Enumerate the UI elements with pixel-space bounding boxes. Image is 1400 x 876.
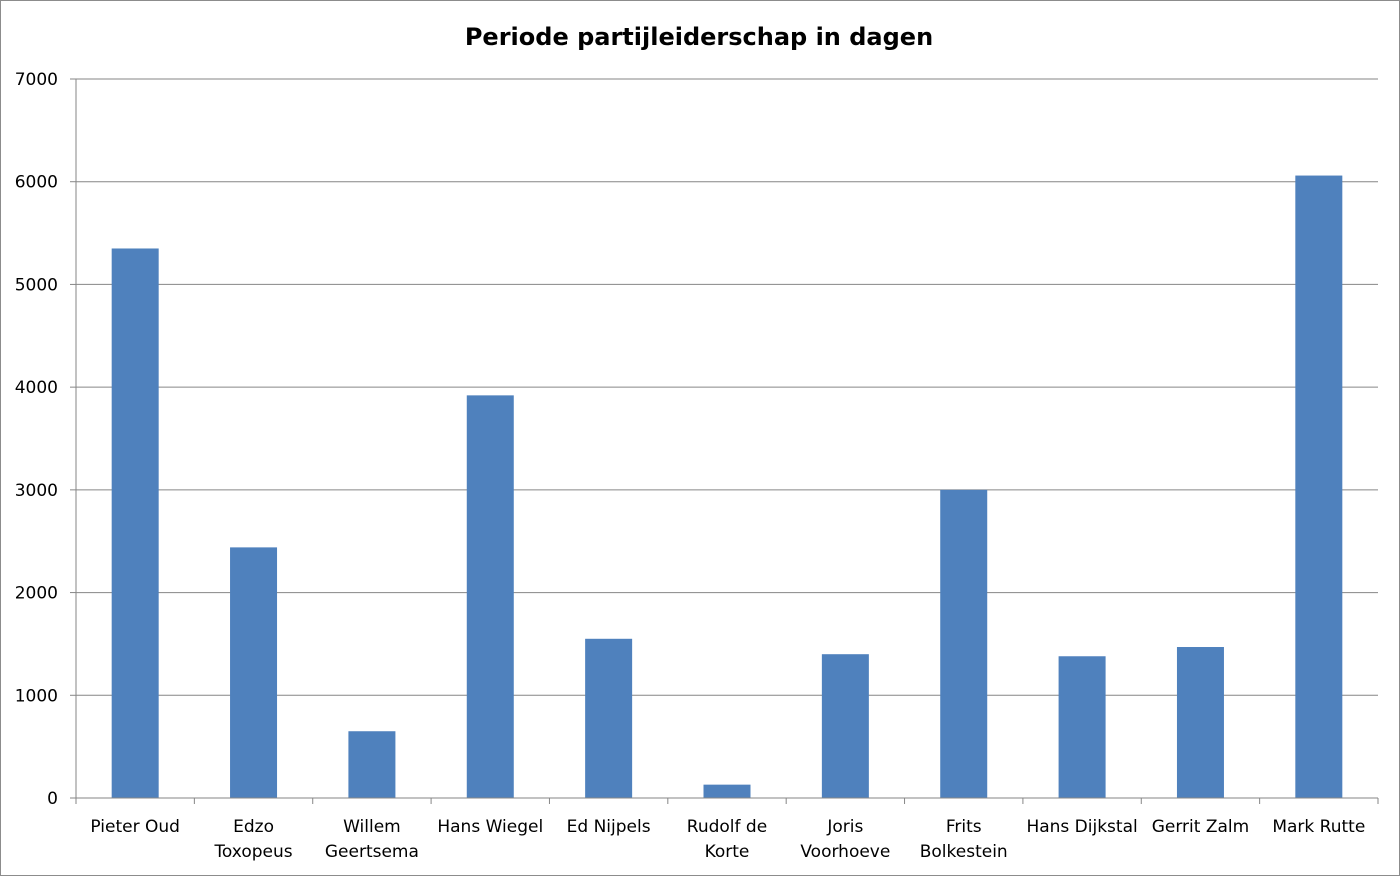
x-tick-label-line: Edzo — [233, 817, 274, 837]
bar — [821, 654, 869, 798]
x-tick-label: Gerrit Zalm — [1152, 817, 1249, 837]
x-tick-label-line: Willem — [343, 817, 401, 837]
x-tick-label-line: Pieter Oud — [90, 817, 180, 837]
x-tick-label: Hans Dijkstal — [1026, 817, 1137, 837]
bar — [585, 638, 633, 798]
chart-title: Periode partijleiderschap in dagen — [465, 23, 933, 51]
x-tick-label-line: Toxopeus — [213, 842, 292, 862]
x-tick-label-line: Hans Dijkstal — [1026, 817, 1137, 837]
y-tick-label: 1000 — [15, 686, 58, 706]
bar — [230, 547, 278, 798]
bar — [348, 731, 396, 798]
y-tick-label: 2000 — [15, 584, 58, 604]
x-tick-label: Frits Bolkestein — [920, 817, 1008, 862]
x-tick-label: Joris Voorhoeve — [800, 817, 890, 862]
x-tick-label-line: Korte — [705, 842, 750, 862]
y-axis: 0 1000 2000 3000 4000 5000 6000 7000 — [15, 70, 77, 809]
x-tick-label: Pieter Oud — [90, 817, 180, 837]
x-tick-label: Ed Nijpels — [567, 817, 651, 837]
x-axis: Pieter Oud Edzo Toxopeus Willem Geertsema Han… — [75, 797, 1379, 862]
x-tick-label-line: Mark Rutte — [1272, 817, 1365, 837]
y-tick-label: 3000 — [15, 481, 58, 501]
bar — [940, 489, 988, 798]
bar — [1176, 647, 1224, 798]
x-tick-label-line: Gerrit Zalm — [1152, 817, 1249, 837]
bars — [111, 175, 1343, 799]
x-tick-label-line: Joris — [826, 817, 863, 837]
x-tick-label: Willem Geertsema — [325, 817, 419, 862]
x-tick-label-line: Rudolf de — [687, 817, 767, 837]
y-tick-label: 7000 — [15, 70, 58, 90]
x-tick-label-line: Bolkestein — [920, 842, 1008, 862]
x-tick-label-line: Ed Nijpels — [567, 817, 651, 837]
bar — [1058, 656, 1106, 798]
x-tick-label: Edzo Toxopeus — [213, 817, 292, 862]
y-tick-label: 5000 — [15, 275, 58, 295]
bar — [111, 248, 159, 798]
x-tick-label: Mark Rutte — [1272, 817, 1365, 837]
y-tick-label: 0 — [47, 789, 58, 809]
y-tick-label: 6000 — [15, 173, 58, 193]
x-tick-label-line: Voorhoeve — [800, 842, 890, 862]
y-tick-label: 4000 — [15, 378, 58, 398]
gridlines — [76, 78, 1378, 696]
x-tick-label-line: Hans Wiegel — [437, 817, 543, 837]
x-tick-label: Hans Wiegel — [437, 817, 543, 837]
x-tick-label-line: Geertsema — [325, 842, 419, 862]
bar — [466, 395, 514, 798]
bar — [1295, 175, 1343, 799]
x-tick-label: Rudolf de Korte — [687, 817, 767, 862]
x-tick-label-line: Frits — [946, 817, 982, 837]
bar — [703, 784, 751, 798]
